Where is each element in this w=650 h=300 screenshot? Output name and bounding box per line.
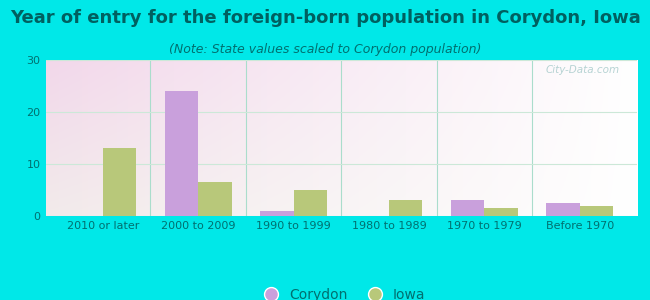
Bar <box>294 190 327 216</box>
Bar <box>260 211 294 216</box>
Text: (Note: State values scaled to Corydon population): (Note: State values scaled to Corydon po… <box>169 44 481 56</box>
Bar <box>389 200 422 216</box>
Bar <box>198 182 231 216</box>
Bar <box>451 200 484 216</box>
Text: City-Data.com: City-Data.com <box>545 65 619 75</box>
Bar <box>484 208 518 216</box>
Bar <box>164 91 198 216</box>
Bar <box>103 148 136 216</box>
Bar <box>547 203 580 216</box>
Bar <box>580 206 613 216</box>
Legend: Corydon, Iowa: Corydon, Iowa <box>252 282 431 300</box>
Text: Year of entry for the foreign-born population in Corydon, Iowa: Year of entry for the foreign-born popul… <box>10 9 640 27</box>
